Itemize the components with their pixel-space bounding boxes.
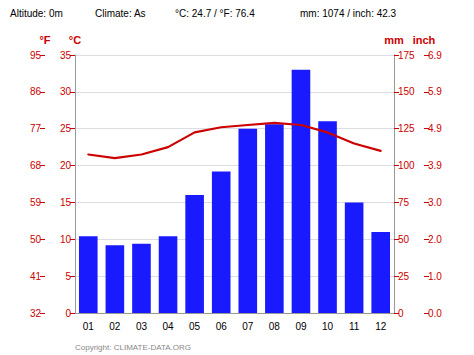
svg-text:2.0: 2.0 <box>428 234 442 245</box>
svg-text:59: 59 <box>30 197 42 208</box>
svg-text:01: 01 <box>83 321 95 332</box>
svg-text:Climate: As: Climate: As <box>95 8 146 19</box>
svg-text:77: 77 <box>30 123 42 134</box>
svg-text:50: 50 <box>398 234 410 245</box>
svg-text:15: 15 <box>60 197 72 208</box>
svg-text:mm: 1074 / inch: 42.3: mm: 1074 / inch: 42.3 <box>300 8 397 19</box>
svg-text:°C: °C <box>69 34 81 46</box>
svg-text:150: 150 <box>398 86 415 97</box>
svg-text:86: 86 <box>30 86 42 97</box>
svg-text:1.0: 1.0 <box>428 271 442 282</box>
svg-text:12: 12 <box>375 321 387 332</box>
svg-text:68: 68 <box>30 160 42 171</box>
svg-text:06: 06 <box>216 321 228 332</box>
svg-text:02: 02 <box>109 321 121 332</box>
svg-text:11: 11 <box>349 321 360 332</box>
svg-text:25: 25 <box>398 271 410 282</box>
svg-text:08: 08 <box>269 321 281 332</box>
svg-text:inch: inch <box>413 34 436 46</box>
svg-text:05: 05 <box>189 321 201 332</box>
svg-text:3.0: 3.0 <box>428 197 442 208</box>
svg-text:4.9: 4.9 <box>428 123 442 134</box>
svg-text:°C: 24.7 / °F: 76.4: °C: 24.7 / °F: 76.4 <box>175 8 255 19</box>
svg-text:04: 04 <box>162 321 174 332</box>
svg-text:Altitude: 0m: Altitude: 0m <box>10 8 63 19</box>
svg-text:10: 10 <box>60 234 72 245</box>
svg-text:0: 0 <box>65 308 71 319</box>
svg-text:175: 175 <box>398 50 415 61</box>
svg-text:09: 09 <box>295 321 307 332</box>
svg-text:°F: °F <box>39 34 50 46</box>
svg-text:mm: mm <box>384 34 404 46</box>
svg-text:5: 5 <box>65 271 71 282</box>
svg-text:125: 125 <box>398 123 415 134</box>
svg-text:32: 32 <box>30 308 42 319</box>
svg-text:Copyright: CLIMATE-DATA.ORG: Copyright: CLIMATE-DATA.ORG <box>75 343 191 352</box>
svg-text:35: 35 <box>60 50 72 61</box>
svg-text:0.0: 0.0 <box>428 308 442 319</box>
svg-text:25: 25 <box>60 123 72 134</box>
svg-text:03: 03 <box>136 321 148 332</box>
svg-text:75: 75 <box>398 197 410 208</box>
svg-text:6.9: 6.9 <box>428 50 442 61</box>
svg-text:5.9: 5.9 <box>428 86 442 97</box>
svg-text:30: 30 <box>60 86 72 97</box>
svg-text:41: 41 <box>30 271 42 282</box>
svg-text:20: 20 <box>60 160 72 171</box>
svg-text:50: 50 <box>30 234 42 245</box>
svg-text:95: 95 <box>30 50 42 61</box>
svg-text:07: 07 <box>242 321 254 332</box>
svg-text:3.9: 3.9 <box>428 160 442 171</box>
svg-text:10: 10 <box>322 321 334 332</box>
svg-text:100: 100 <box>398 160 415 171</box>
svg-text:0: 0 <box>398 308 404 319</box>
